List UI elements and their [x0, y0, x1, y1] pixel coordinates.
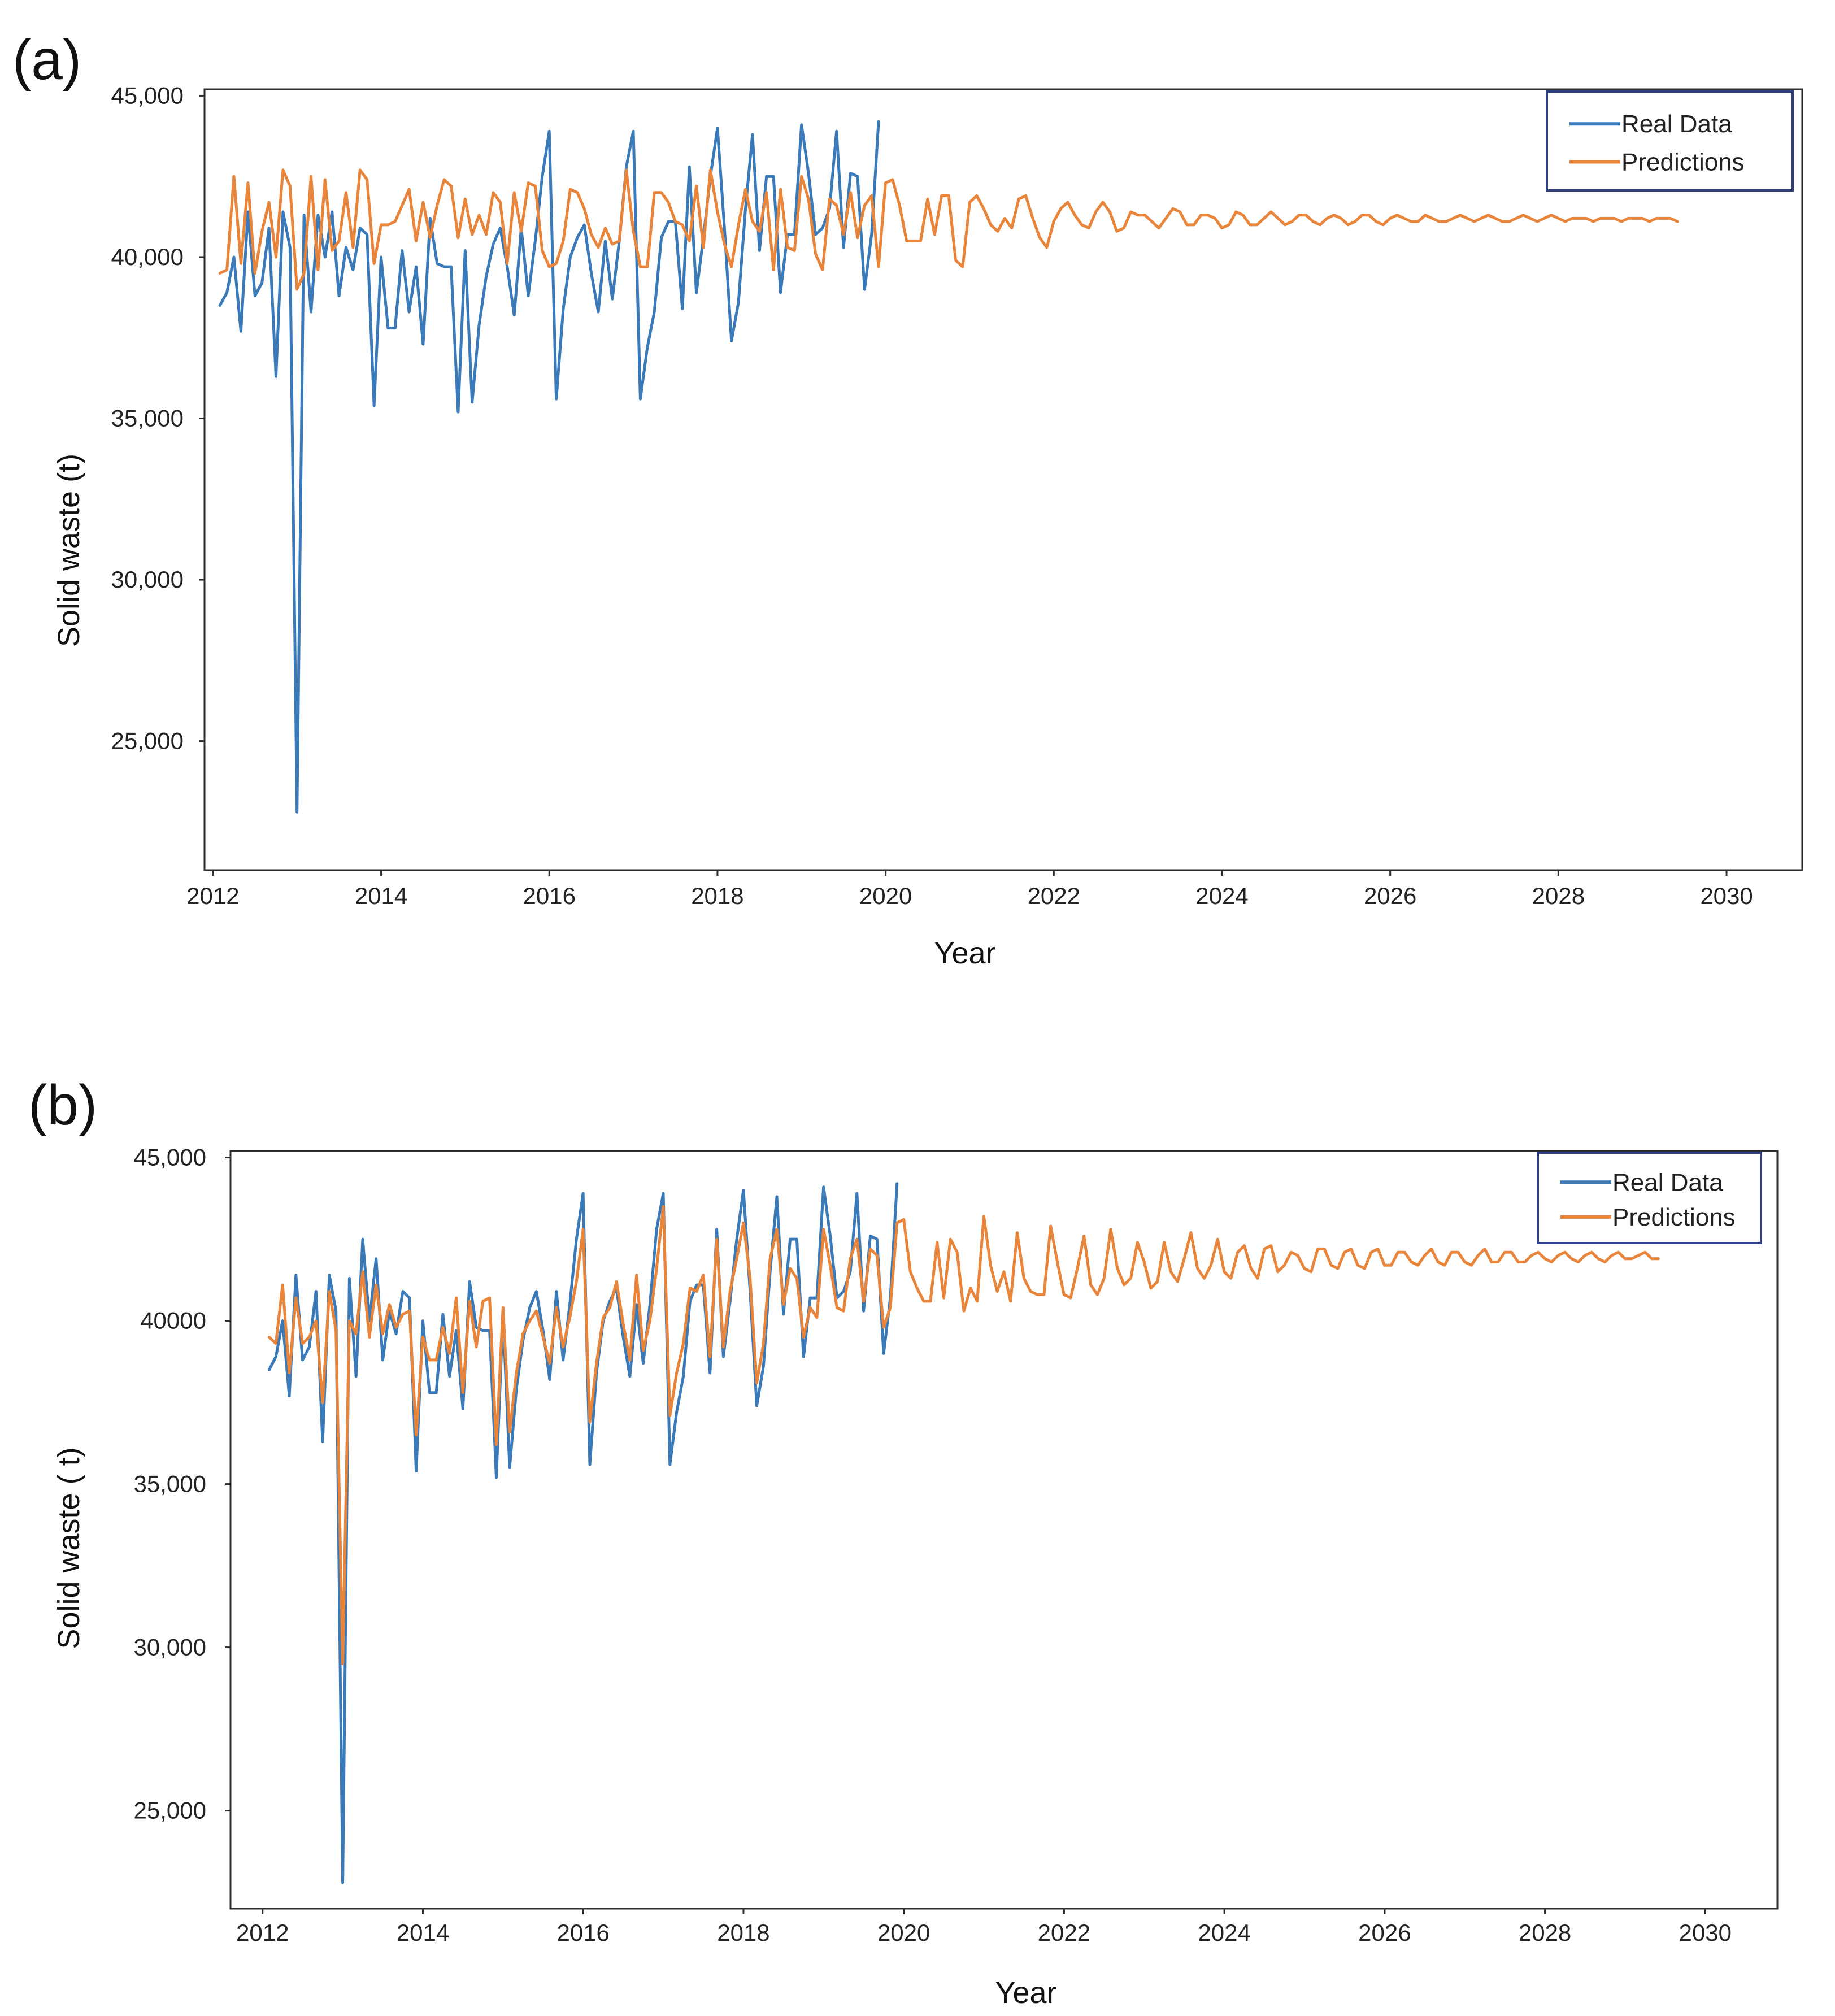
y-axis-title: Solid waste (t) — [52, 454, 86, 647]
x-tick-label: 2012 — [236, 1919, 289, 1946]
x-tick-label: 2022 — [1028, 883, 1080, 909]
series-line-predictions — [268, 1205, 1660, 1665]
y-tick-label: 40,000 — [111, 244, 184, 270]
x-tick-label: 2014 — [397, 1919, 449, 1946]
legend-label: Real Data — [1612, 1168, 1723, 1196]
x-tick-label: 2028 — [1532, 883, 1585, 909]
y-tick-label: 35,000 — [111, 405, 184, 431]
legend-label: Real Data — [1621, 110, 1732, 138]
y-tick-label: 25,000 — [111, 728, 184, 754]
plot-frame — [229, 1150, 1779, 1910]
y-tick-label: 45,000 — [134, 1144, 206, 1171]
x-tick-label: 2018 — [691, 883, 743, 909]
x-tick-label: 2016 — [556, 1919, 609, 1946]
x-tick-label: 2030 — [1679, 1919, 1732, 1946]
series-group — [268, 1182, 1660, 1884]
legend-label: Predictions — [1621, 149, 1745, 176]
panel-b: (b) 25,000 30,000 35,000 40000 45,000 2012 2014… — [28, 1074, 1779, 2010]
x-axis-title: Year — [934, 936, 995, 970]
legend-box — [1537, 1152, 1762, 1244]
legend-box — [1546, 90, 1794, 192]
y-axis-title: Solid waste ( t) — [52, 1447, 86, 1649]
x-tick-label: 2020 — [877, 1919, 930, 1946]
x-axis-title: Year — [995, 1976, 1056, 2010]
y-tick-label: 30,000 — [134, 1634, 206, 1661]
x-tick-label: 2016 — [523, 883, 576, 909]
y-tick-label: 25,000 — [134, 1797, 206, 1824]
legend-label: Predictions — [1612, 1203, 1736, 1231]
series-line-real-data — [268, 1182, 899, 1884]
x-tick-label: 2018 — [717, 1919, 769, 1946]
series-line-predictions — [218, 168, 1679, 291]
x-tick-label: 2026 — [1364, 883, 1416, 909]
legend: Real Data Predictions — [1546, 90, 1794, 192]
x-tick-label: 2020 — [859, 883, 912, 909]
x-tick-label: 2012 — [186, 883, 239, 909]
x-tick-label: 2030 — [1700, 883, 1753, 909]
panel-label: (b) — [28, 1074, 97, 1137]
panel-a: (a) 25,000 30,000 35,000 40,000 45,000 2012 201… — [12, 28, 1803, 970]
y-tick-label: 45,000 — [111, 82, 184, 108]
x-tick-label: 2028 — [1519, 1919, 1571, 1946]
plot-frame — [203, 88, 1803, 871]
y-tick-label: 30,000 — [111, 566, 184, 593]
panel-label: (a) — [12, 28, 81, 92]
x-tick-label: 2014 — [355, 883, 407, 909]
y-tick-label: 40000 — [140, 1307, 206, 1334]
series-group — [218, 120, 1679, 814]
x-tick-label: 2026 — [1358, 1919, 1411, 1946]
x-tick-label: 2024 — [1195, 883, 1248, 909]
x-tick-label: 2022 — [1038, 1919, 1090, 1946]
y-tick-label: 35,000 — [134, 1471, 206, 1497]
legend: Real Data Predictions — [1537, 1152, 1762, 1244]
x-tick-label: 2024 — [1198, 1919, 1250, 1946]
